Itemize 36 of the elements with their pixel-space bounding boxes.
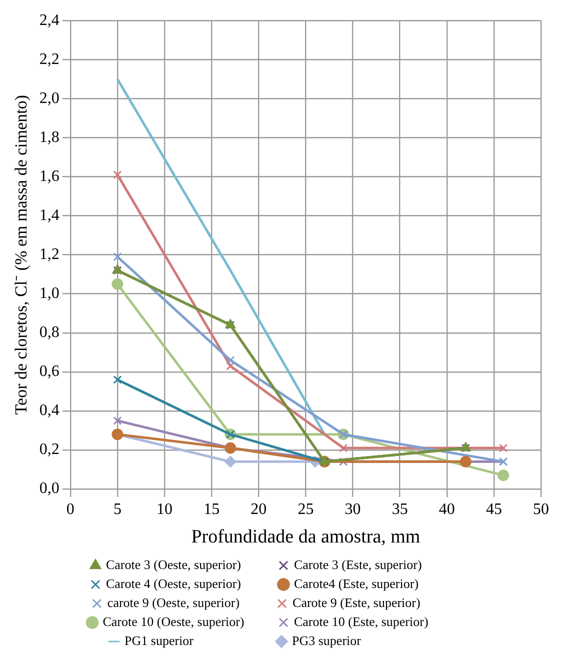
y-tick-label: 1,8 <box>39 128 60 146</box>
x-tick-label: 10 <box>156 500 173 518</box>
x-tick-label: 5 <box>113 500 122 518</box>
x-tick-label: 15 <box>204 500 220 518</box>
legend-label: Carote 9 (Este, superior) <box>292 594 456 610</box>
y-tick-label: 0,0 <box>39 480 60 498</box>
y-tick-label: 2,2 <box>39 50 60 68</box>
legend-label: Carote 10 (Oeste, superior) <box>102 614 274 629</box>
y-tick-label: 1,0 <box>39 285 60 302</box>
y-tick-label: 1,4 <box>39 206 60 224</box>
legend-label: Carote 3 (Este, superior) <box>294 556 458 572</box>
x-tick-label: 20 <box>250 500 267 518</box>
x-tick-label: 50 <box>533 500 549 518</box>
legend-label: Carote 3 (Oeste, superior) <box>106 556 274 572</box>
y-tick-label: 2,4 <box>39 12 60 29</box>
y-tick-label: 0,4 <box>39 402 60 420</box>
y-tick-label: 1,6 <box>39 168 60 185</box>
legend-label: Carote 10 (Este, superior) <box>294 614 461 629</box>
y-tick-label: 1,2 <box>39 246 60 264</box>
x-axis-title: Profundidade da amostra, mm <box>191 526 420 548</box>
x-tick-label: 45 <box>486 500 502 518</box>
x-tick-label: 35 <box>392 500 408 518</box>
legend-label: PG3 superior <box>292 632 439 648</box>
legend-label: PG1 superior <box>124 632 272 648</box>
y-axis-title: Teor de cloretos, Cl⁻ (% em massa de cimento) <box>12 94 31 415</box>
legend-label: carote 9 (Oeste, superior) <box>107 594 272 610</box>
x-tick-label: 0 <box>66 500 74 518</box>
y-tick-label: 2,0 <box>39 90 60 107</box>
x-tick-label: 30 <box>344 500 361 518</box>
y-tick-label: 0,6 <box>39 363 60 380</box>
x-tick-label: 25 <box>298 500 314 518</box>
legend-label: Carote 4 (Oeste, superior) <box>106 576 274 591</box>
x-tick-label: 40 <box>438 500 455 518</box>
y-tick-label: 0,8 <box>39 324 60 342</box>
legend-label: Carote4 (Este, superior) <box>294 576 458 591</box>
y-tick-label: 0,2 <box>39 441 60 458</box>
